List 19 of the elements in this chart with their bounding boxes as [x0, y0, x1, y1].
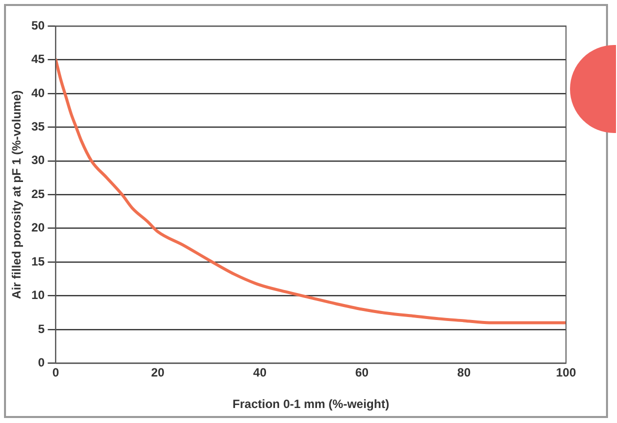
- x-tick-label: 60: [355, 366, 369, 380]
- x-tick-label: 40: [253, 366, 267, 380]
- y-tick-label: 20: [31, 220, 46, 235]
- y-tick-label: 45: [31, 52, 46, 66]
- y-axis-title: Air filled porosity at pF 1 (%-volume): [10, 90, 24, 299]
- y-tick-label: 35: [31, 119, 46, 134]
- y-tick-label: 50: [31, 18, 46, 32]
- x-axis-title: Fraction 0-1 mm (%-weight): [232, 397, 390, 412]
- y-tick-label: 40: [31, 86, 46, 100]
- y-tick-label: 10: [31, 288, 46, 302]
- y-tick-label: 0: [38, 356, 46, 370]
- x-tick-label: 100: [556, 366, 576, 380]
- x-tick-label: 80: [457, 366, 471, 380]
- y-tick-label: 30: [31, 153, 46, 168]
- x-tick-label: 20: [151, 366, 165, 380]
- x-tick-label: 0: [52, 366, 60, 380]
- y-tick-label: 5: [38, 322, 46, 336]
- y-tick-label: 25: [31, 186, 46, 201]
- y-tick-label: 15: [31, 254, 46, 268]
